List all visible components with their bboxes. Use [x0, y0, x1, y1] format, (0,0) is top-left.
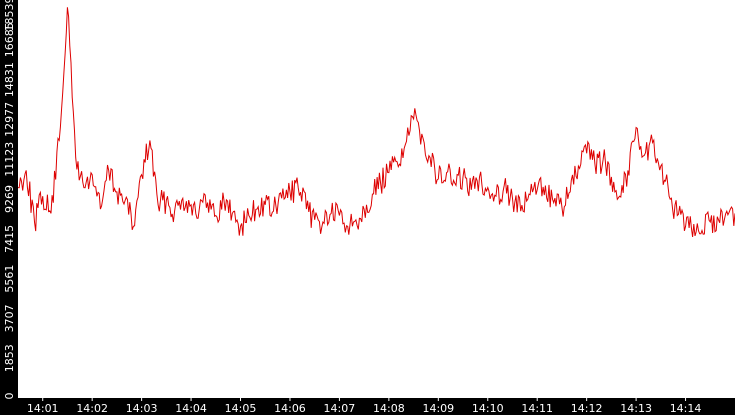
- x-tick-label: 14:01: [27, 402, 59, 415]
- y-tick-label: 11123: [3, 142, 16, 177]
- y-tick-label: 1853: [3, 344, 16, 372]
- y-tick-label: 16685: [3, 22, 16, 57]
- y-tick-label: 0: [3, 393, 16, 400]
- series-line: [17, 7, 735, 237]
- x-tick-label: 14:02: [76, 402, 108, 415]
- x-tick-label: 14:07: [324, 402, 356, 415]
- y-tick-label: 5561: [3, 265, 16, 293]
- x-tick-label: 14:04: [175, 402, 207, 415]
- x-axis-ticks: 14:01 14:02 14:03 14:04 14:05 14:06 14:07 14:08…: [27, 398, 702, 415]
- x-tick-label: 14:09: [422, 402, 454, 415]
- y-axis-ticks: 0 1853 3707 5561 7415 9269 11123 12977 14831 1668…: [3, 0, 16, 400]
- y-tick-label: 3707: [3, 304, 16, 332]
- y-tick-label: 14831: [3, 62, 16, 97]
- x-tick-label: 14:03: [126, 402, 158, 415]
- x-tick-label: 14:05: [225, 402, 257, 415]
- x-tick-label: 14:10: [472, 402, 504, 415]
- y-tick-label: 12977: [3, 102, 16, 137]
- x-tick-label: 14:14: [670, 402, 702, 415]
- y-tick-label: 9269: [3, 185, 16, 213]
- x-tick-label: 14:06: [274, 402, 306, 415]
- x-tick-label: 14:11: [521, 402, 553, 415]
- x-tick-label: 14:13: [620, 402, 652, 415]
- y-tick-label: 7415: [3, 225, 16, 253]
- x-tick-label: 14:08: [373, 402, 405, 415]
- y-tick-label: 18539: [3, 0, 16, 32]
- x-tick-label: 14:12: [571, 402, 603, 415]
